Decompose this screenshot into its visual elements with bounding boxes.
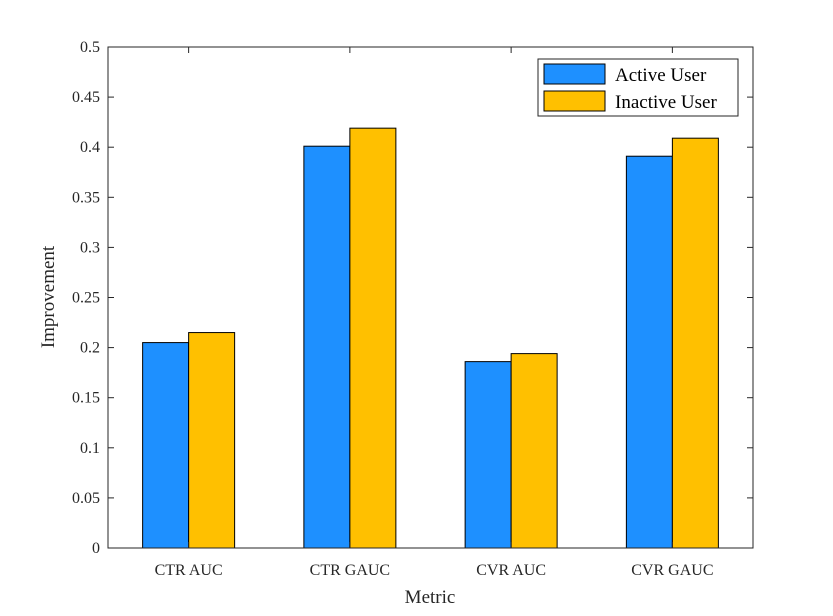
y-tick-label: 0.1 [80,440,100,457]
y-tick-label: 0.4 [80,139,100,156]
x-axis-ticks: CTR AUC CTR GAUC CVR AUC CVR GAUC [155,47,713,579]
y-tick-label: 0.2 [80,340,100,357]
legend-label-active-user: Active User [615,65,707,86]
bar-cvr-auc-active-user [464,361,512,549]
x-tick-label-cvr-auc: CVR AUC [476,562,546,579]
y-axis-ticks: 0 0.05 0.1 0.15 0.2 0.25 0.3 0.35 0.4 0.45 0.5 [72,39,753,557]
x-tick-label-ctr-gauc: CTR GAUC [310,562,390,579]
bar-cvr-gauc-inactive-user [671,137,719,549]
y-axis-label: Improvement [38,245,59,348]
bar-ctr-auc-active-user [142,342,190,549]
y-tick-label: 0.35 [72,189,100,206]
bar-cvr-auc-inactive-user [510,353,558,549]
y-tick-label: 0.05 [72,490,100,507]
y-tick-label: 0.15 [72,390,100,407]
legend: Active User Inactive User [537,58,739,117]
x-tick-label-ctr-auc: CTR AUC [155,562,223,579]
x-axis-label: Metric [405,587,456,608]
bar-cvr-gauc-active-user [625,155,673,549]
bar-ctr-gauc-inactive-user [349,127,397,549]
y-tick-label: 0.25 [72,290,100,307]
plot-frame [107,46,754,549]
y-tick-label: 0.45 [72,89,100,106]
legend-swatch-inactive-user [543,90,606,112]
legend-label-inactive-user: Inactive User [615,92,717,113]
y-tick-label: 0 [92,540,100,557]
y-tick-label: 0.5 [80,39,100,56]
bar-ctr-gauc-active-user [303,145,351,549]
bar-ctr-auc-inactive-user [188,332,236,549]
y-tick-label: 0.3 [80,239,100,256]
bars-group [142,127,719,549]
legend-swatch-active-user [543,63,606,85]
x-tick-label-cvr-gauc: CVR GAUC [631,562,713,579]
